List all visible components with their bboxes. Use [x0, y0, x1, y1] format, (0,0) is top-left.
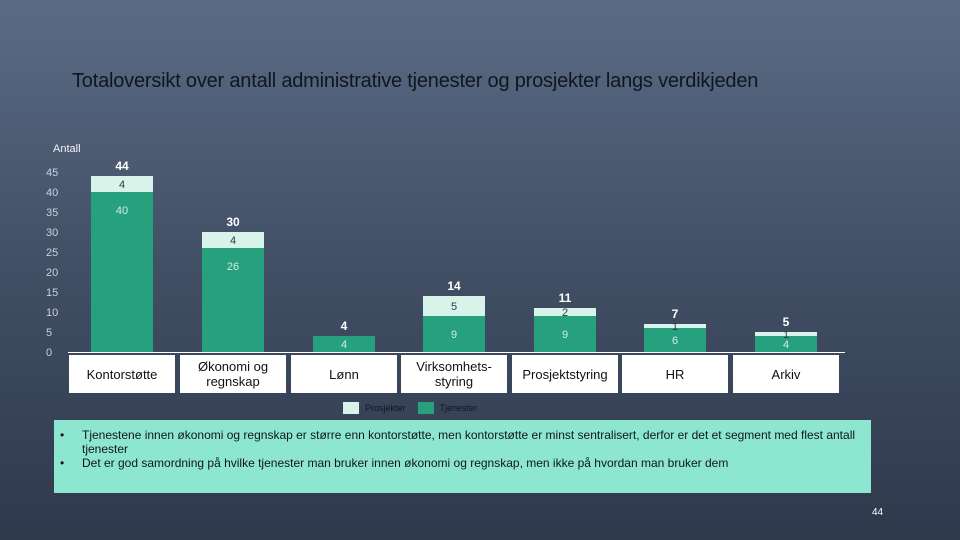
- data-label-total: 5: [783, 315, 790, 329]
- bar-prosjekter: [423, 296, 485, 316]
- data-label-total: 30: [226, 215, 240, 229]
- legend-label-tjenester: Tjenester: [439, 403, 478, 413]
- y-tick-label: 5: [46, 327, 52, 339]
- data-label-prosjekter: 5: [451, 301, 457, 313]
- data-label-total: 7: [672, 307, 679, 321]
- bar-tjenester: [91, 192, 153, 352]
- legend-swatch-tjenester: [417, 402, 434, 414]
- y-tick-label: 10: [46, 307, 58, 319]
- bar-tjenester: [202, 248, 264, 352]
- page-title: Totaloversikt over antall administrative…: [72, 70, 759, 92]
- y-tick-label: 35: [46, 207, 58, 219]
- category-label: Kontorstøtte: [69, 355, 175, 393]
- data-label-tjenester: 4: [341, 339, 347, 351]
- category-label: HR: [622, 355, 728, 393]
- y-tick-label: 15: [46, 287, 58, 299]
- data-label-total: 44: [115, 159, 129, 173]
- data-label-tjenester: 9: [451, 329, 457, 341]
- bar-tjenester: [313, 336, 375, 352]
- bar-prosjekter: [644, 324, 706, 328]
- y-axis: 0 5 10 15 20 25 30 35 40 45: [46, 167, 58, 359]
- y-tick-label: 40: [46, 187, 58, 199]
- category-label: Virksomhets-styring: [401, 355, 507, 393]
- page-number: 44: [872, 507, 884, 518]
- data-label-total: 11: [559, 291, 572, 305]
- category-label: Økonomi og regnskap: [180, 355, 286, 393]
- data-label-tjenester: 6: [672, 335, 678, 347]
- notes-box: Tjenestene innen økonomi og regnskap er …: [54, 420, 871, 493]
- y-tick-label: 25: [46, 247, 58, 259]
- data-label-tjenester: 26: [227, 261, 239, 273]
- data-label-prosjekter: 4: [230, 235, 236, 247]
- bar-tjenester: [644, 328, 706, 352]
- bar-tjenester: [755, 336, 817, 352]
- y-tick-label: 20: [46, 267, 58, 279]
- category-label: Lønn: [291, 355, 397, 393]
- bar-tjenester: [423, 316, 485, 352]
- data-label-total: 4: [341, 319, 348, 333]
- data-label-tjenester: 4: [783, 339, 789, 351]
- note-item: Tjenestene innen økonomi og regnskap er …: [60, 428, 861, 456]
- legend: Prosjekter Tjenester: [343, 401, 477, 415]
- legend-label-prosjekter: Prosjekter: [365, 403, 406, 413]
- data-label-prosjekter: 1: [783, 329, 789, 341]
- y-tick-label: 30: [46, 227, 58, 239]
- data-label-prosjekter: 2: [562, 307, 568, 319]
- category-label: Arkiv: [733, 355, 839, 393]
- data-label-tjenester: 40: [116, 205, 128, 217]
- data-label-prosjekter: 4: [119, 179, 125, 191]
- y-axis-label: Antall: [53, 143, 81, 155]
- category-label: Prosjektstyring: [512, 355, 618, 393]
- note-item: Det er god samordning på hvilke tjeneste…: [60, 456, 861, 470]
- data-label-total: 14: [447, 279, 461, 293]
- bar-prosjekter: [202, 232, 264, 248]
- bar-prosjekter: [91, 176, 153, 192]
- bar-tjenester: [534, 316, 596, 352]
- y-tick-label: 45: [46, 167, 58, 179]
- data-label-prosjekter: 1: [672, 321, 678, 333]
- bar-prosjekter: [755, 332, 817, 336]
- bar-prosjekter: [534, 308, 596, 316]
- data-label-tjenester: 9: [562, 329, 568, 341]
- y-tick-label: 0: [46, 347, 52, 359]
- legend-swatch-prosjekter: [343, 402, 359, 414]
